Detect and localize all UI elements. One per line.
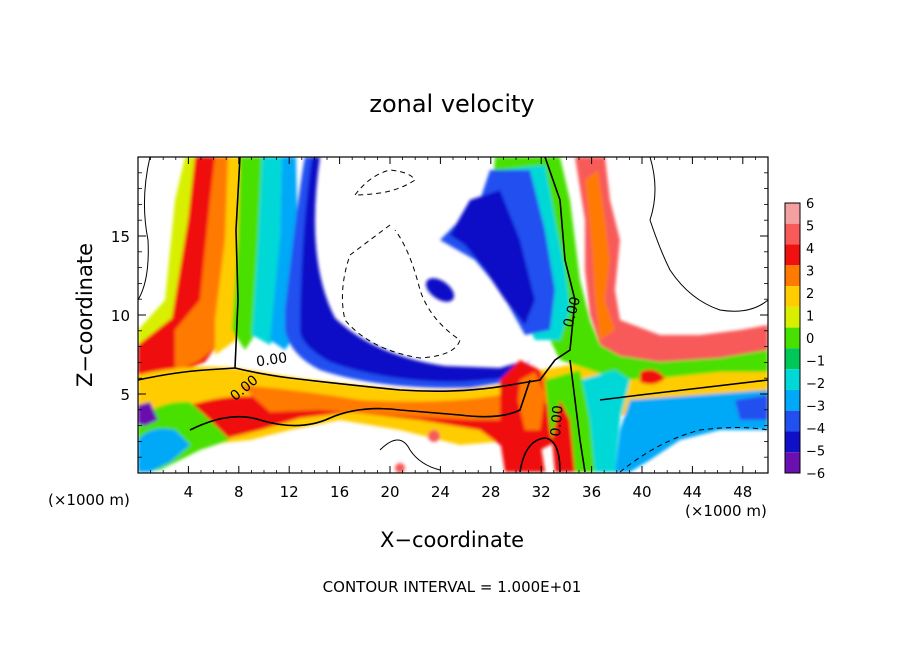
colorbar-swatch <box>785 431 800 453</box>
colorbar-tick-label: 1 <box>806 310 814 325</box>
central-tongue-navy <box>450 190 535 325</box>
colorbar-tick-label: 0 <box>806 332 814 347</box>
colorbar-tick-label: −6 <box>806 467 825 482</box>
right-lower-navy <box>735 395 768 420</box>
right-jet-orange <box>585 170 615 340</box>
central-orange-column <box>518 372 545 430</box>
colorbar-swatch <box>785 265 800 287</box>
colorbar-frame <box>784 202 801 474</box>
colorbar-tick-label: 3 <box>806 265 814 280</box>
dashed-contour-upper <box>354 169 416 196</box>
zero-contour-loop <box>519 437 561 473</box>
colorbar-tick-label: 5 <box>806 220 814 235</box>
contour-label: 0.00 <box>548 405 567 437</box>
colorbar-tick-label: 2 <box>806 287 814 302</box>
dashed-contour-middle <box>341 224 461 359</box>
colorbar-tick-label: −2 <box>806 377 825 392</box>
colorbar-tick-label: −1 <box>806 355 825 370</box>
x-tick-label: 24 <box>431 483 450 501</box>
x-tick-label: 48 <box>733 483 752 501</box>
colorbar-tick-label: −5 <box>806 445 825 460</box>
y-axis: 5 10 15 <box>111 172 768 458</box>
colorbar-tick-label: 4 <box>806 242 814 257</box>
y-tick-label: 15 <box>111 228 130 246</box>
x-tick-label: 44 <box>683 483 702 501</box>
colorbar-swatch <box>785 327 800 349</box>
y-axis-label: Z−coordinate <box>73 243 97 387</box>
colorbar-tick-label: −3 <box>806 400 825 415</box>
x-tick-label: 28 <box>481 483 500 501</box>
chart-title: zonal velocity <box>369 90 534 118</box>
colorbar-swatch <box>785 452 800 473</box>
contour-label: 0.00 <box>561 295 585 329</box>
contour-label: 0.00 <box>255 350 288 370</box>
colorbar-tick-label: −4 <box>806 422 825 437</box>
x-unit-right: (×1000 m) <box>685 502 767 520</box>
colorbar: 6 5 4 3 2 1 0 −1 −2 −3 −4 −5 −6 <box>784 197 825 482</box>
small-red-spot-2 <box>395 463 405 473</box>
zero-contour-left <box>138 157 241 381</box>
thin-contour-right <box>649 157 768 312</box>
contour-interval-note: CONTOUR INTERVAL = 1.000E+01 <box>323 578 582 596</box>
y-tick-label: 5 <box>120 386 130 404</box>
x-tick-label: 20 <box>380 483 399 501</box>
contour-lines <box>138 157 768 473</box>
zero-contour-right-2 <box>599 379 768 401</box>
x-unit-left: (×1000 m) <box>48 491 130 509</box>
zero-contour-lower <box>189 379 531 431</box>
zero-contour-right <box>569 359 586 473</box>
colorbar-swatch <box>785 223 800 245</box>
x-tick-label: 36 <box>582 483 601 501</box>
x-tick-label: 12 <box>280 483 299 501</box>
isolated-low-blob <box>425 278 455 302</box>
low-level-orange <box>240 370 560 420</box>
dashed-contour-right <box>619 427 768 473</box>
x-tick-label: 32 <box>532 483 551 501</box>
right-lower-blue <box>615 390 768 472</box>
x-axis-label: X−coordinate <box>380 528 524 552</box>
colorbar-swatch <box>785 244 800 266</box>
colorbar-swatch <box>785 369 800 390</box>
thin-contour-lower <box>379 439 441 471</box>
colorbar-swatch <box>785 348 800 370</box>
y-tick-label: 10 <box>111 307 130 325</box>
colorbar-swatch <box>785 306 800 328</box>
small-red-spot <box>428 430 440 442</box>
x-axis: 4 8 12 16 20 24 28 32 36 40 44 48 <box>150 157 756 501</box>
zero-contour-low <box>234 157 576 393</box>
lower-left-purple <box>138 402 158 426</box>
lower-left-blue <box>138 428 190 472</box>
thin-contour-left <box>138 157 151 301</box>
velocity-field <box>138 157 768 473</box>
x-tick-label: 8 <box>234 483 244 501</box>
colorbar-swatch <box>785 286 800 307</box>
red-spot-right <box>640 369 665 385</box>
x-tick-label: 40 <box>632 483 651 501</box>
colorbar-swatch <box>785 389 800 411</box>
x-tick-label: 16 <box>330 483 349 501</box>
colorbar-swatch <box>785 410 800 432</box>
x-tick-label: 4 <box>184 483 194 501</box>
colorbar-swatch <box>785 203 800 224</box>
colorbar-tick-label: 6 <box>806 197 814 212</box>
